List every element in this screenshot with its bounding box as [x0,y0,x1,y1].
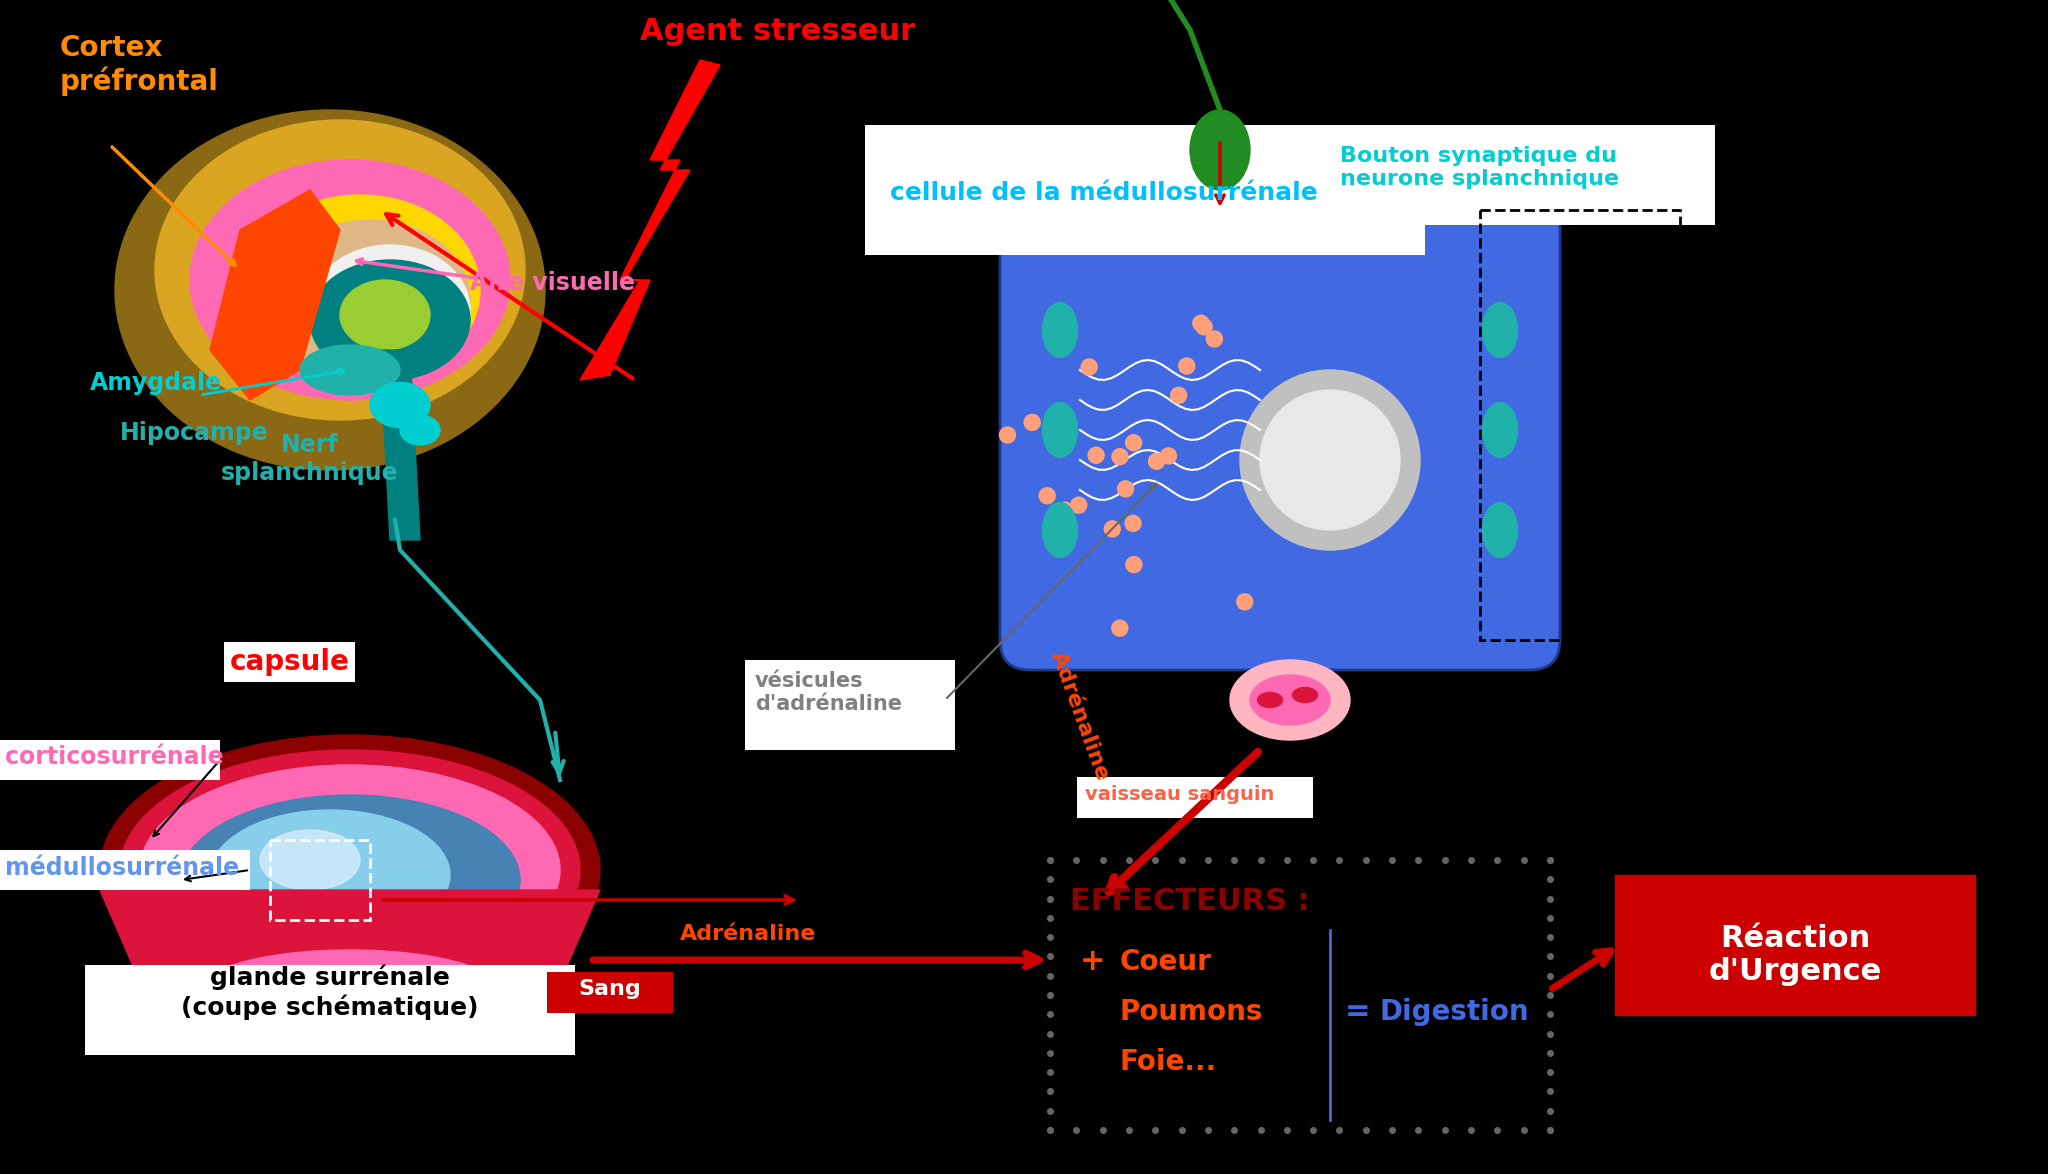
Text: Digestion: Digestion [1380,998,1530,1026]
Text: Coeur: Coeur [1120,947,1212,976]
Text: EFFECTEURS :: EFFECTEURS : [1069,888,1311,916]
Polygon shape [100,890,600,1005]
Text: Adrénaline: Adrénaline [1047,649,1112,784]
Text: Poumons: Poumons [1120,998,1264,1026]
Circle shape [999,427,1016,443]
Text: médullosurrénale: médullosurrénale [4,856,240,880]
Ellipse shape [1483,303,1518,358]
Ellipse shape [1190,110,1249,190]
Circle shape [1161,448,1176,464]
FancyBboxPatch shape [0,740,219,780]
Text: cellule de la médullosurrénale: cellule de la médullosurrénale [891,181,1317,205]
Ellipse shape [1231,660,1350,740]
Circle shape [1081,359,1098,375]
FancyBboxPatch shape [1077,777,1313,818]
Circle shape [1112,448,1128,465]
FancyBboxPatch shape [999,180,1561,670]
Polygon shape [580,60,721,380]
Circle shape [1104,521,1120,537]
Text: =: = [1346,997,1370,1026]
Circle shape [1071,497,1087,513]
Ellipse shape [201,950,500,1030]
Ellipse shape [1483,403,1518,458]
Ellipse shape [1292,688,1317,702]
Text: Amygdale: Amygdale [90,371,221,394]
Ellipse shape [100,735,600,1005]
Text: capsule: capsule [229,648,350,676]
Ellipse shape [115,110,545,470]
Circle shape [1057,502,1073,518]
Text: Cortex
préfrontal: Cortex préfrontal [59,34,219,96]
Ellipse shape [1483,502,1518,558]
Circle shape [1180,358,1194,375]
Ellipse shape [190,160,510,400]
Ellipse shape [399,414,440,445]
Ellipse shape [309,259,469,380]
FancyBboxPatch shape [864,124,1425,255]
Ellipse shape [1042,303,1077,358]
Circle shape [1126,556,1143,573]
Ellipse shape [180,795,520,965]
Text: glande surrénale
(coupe schématique): glande surrénale (coupe schématique) [182,965,479,1020]
Ellipse shape [139,765,559,974]
Text: Agent stresseur: Agent stresseur [639,16,915,46]
Circle shape [1196,319,1212,335]
Ellipse shape [340,281,430,350]
Ellipse shape [1257,693,1282,708]
Text: Bouton synaptique du
neurone splanchnique: Bouton synaptique du neurone splanchniqu… [1339,146,1620,189]
Circle shape [1038,487,1055,504]
Circle shape [1239,370,1419,549]
Circle shape [1124,515,1141,532]
Text: Sang: Sang [580,979,641,999]
Ellipse shape [309,245,469,375]
Ellipse shape [299,345,399,394]
Ellipse shape [1042,403,1077,458]
Text: Hipocampe: Hipocampe [121,421,268,445]
Ellipse shape [1249,675,1329,726]
Ellipse shape [211,810,451,940]
Circle shape [1112,620,1128,636]
Text: corticosurrénale: corticosurrénale [4,745,223,769]
Ellipse shape [371,383,430,427]
Text: vaisseau sanguin: vaisseau sanguin [1085,785,1274,804]
Text: +: + [1079,947,1106,976]
FancyBboxPatch shape [1616,875,1974,1016]
Circle shape [1126,434,1141,451]
Text: Réaction
d'Urgence: Réaction d'Urgence [1708,924,1882,986]
Circle shape [1118,481,1133,497]
Text: vésicules
d'adrénaline: vésicules d'adrénaline [756,670,901,714]
Ellipse shape [121,750,580,990]
Text: Adrénaline: Adrénaline [680,924,817,944]
FancyBboxPatch shape [1325,124,1714,225]
Ellipse shape [240,195,479,385]
FancyBboxPatch shape [547,972,674,1013]
Polygon shape [211,190,340,400]
Circle shape [1237,594,1253,609]
Text: Aire visuelle: Aire visuelle [469,271,635,295]
Ellipse shape [156,120,524,420]
Ellipse shape [260,830,360,890]
Circle shape [1149,453,1165,470]
FancyBboxPatch shape [745,660,954,750]
Circle shape [1087,447,1104,464]
Ellipse shape [270,220,469,380]
Circle shape [1024,414,1040,431]
FancyBboxPatch shape [86,965,575,1055]
Circle shape [1260,390,1401,529]
FancyBboxPatch shape [0,850,250,890]
Circle shape [1206,331,1223,348]
Ellipse shape [1042,502,1077,558]
Text: Foie...: Foie... [1120,1048,1217,1077]
Text: Nerf
splanchnique: Nerf splanchnique [221,433,399,485]
Circle shape [1192,316,1208,331]
Polygon shape [381,350,420,540]
Circle shape [1171,387,1186,404]
